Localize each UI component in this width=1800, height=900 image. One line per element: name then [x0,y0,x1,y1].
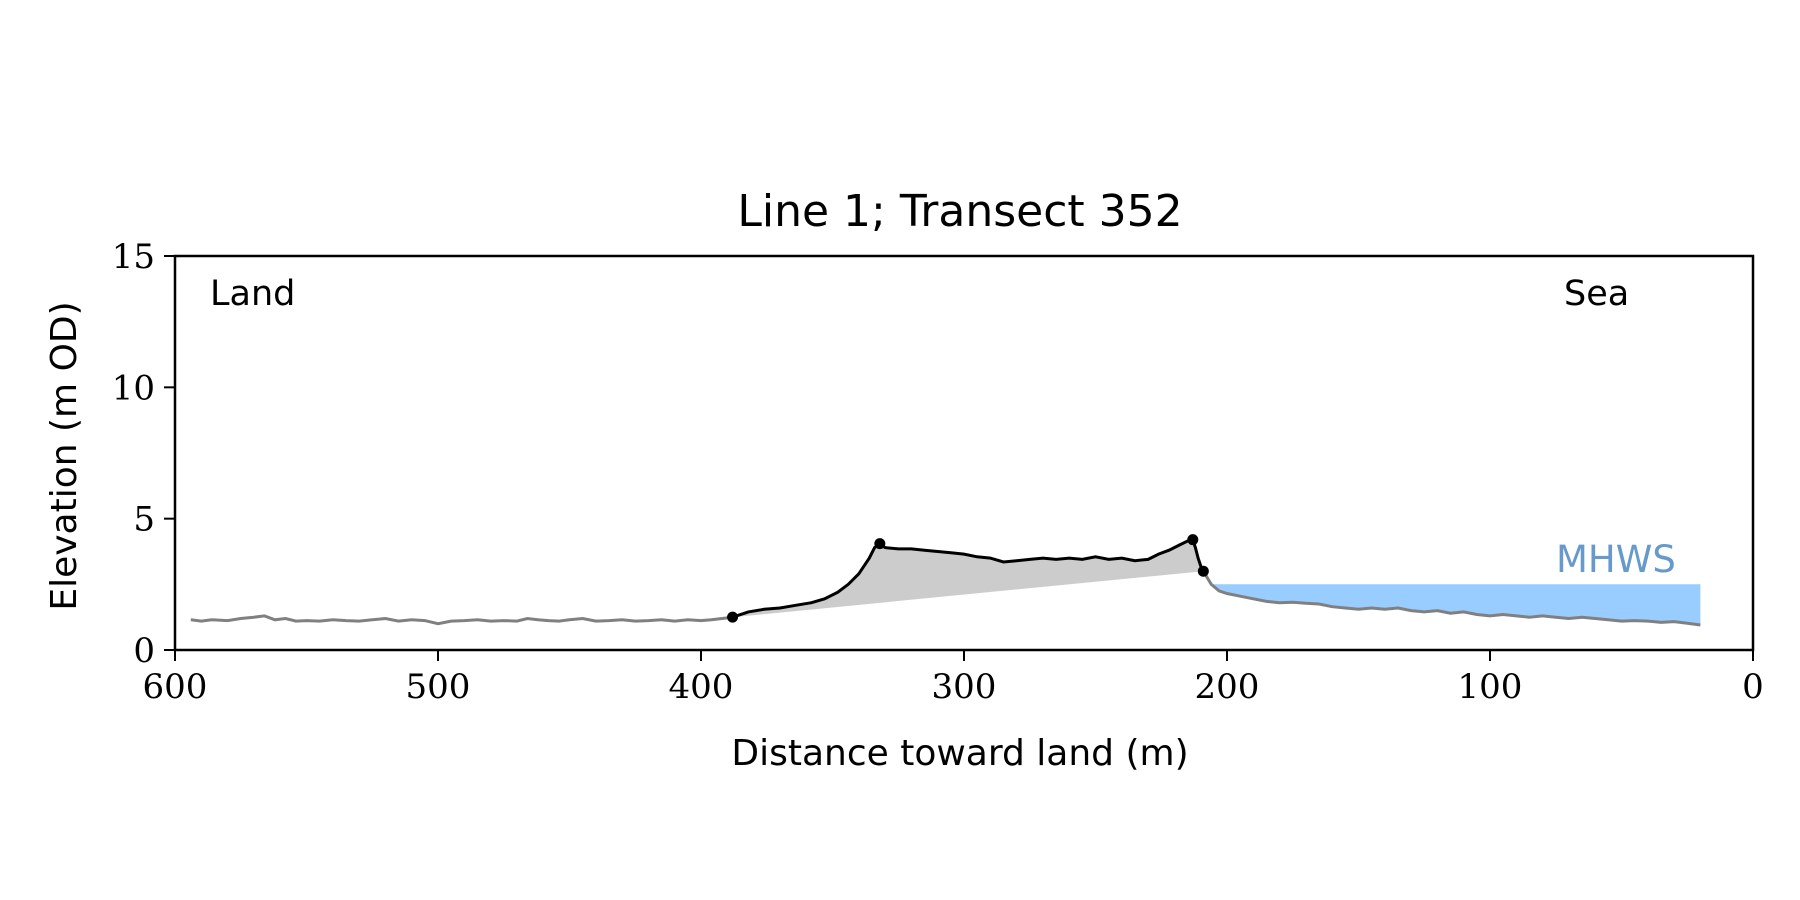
y-tick-label: 5 [133,500,155,540]
dune-marker-1 [727,611,739,623]
sea-annotation: Sea [1564,274,1629,314]
y-tick-label: 10 [112,368,155,408]
profile-line-land [190,614,733,626]
plot-area [190,534,1701,627]
marker-group [727,534,1209,623]
dune-marker-2 [874,538,886,550]
y-tick-label: 15 [112,237,155,277]
mhws-water-area [1211,584,1701,625]
mhws-label: MHWS [1556,538,1676,581]
dune-marker-4 [1197,565,1209,577]
y-axis-ticks: 0 5 10 15 [112,237,175,671]
x-axis-ticks: 600 500 400 300 200 100 0 [143,650,1764,707]
x-tick-label: 200 [1195,667,1260,707]
x-axis-label: Distance toward land (m) [731,733,1188,774]
x-tick-label: 0 [1742,667,1764,707]
x-tick-label: 500 [406,667,471,707]
chart-title: Line 1; Transect 352 [737,186,1182,237]
land-annotation: Land [210,274,295,314]
dune-marker-3 [1187,534,1199,546]
x-tick-label: 400 [669,667,734,707]
x-tick-label: 300 [932,667,997,707]
x-tick-label: 100 [1458,667,1523,707]
x-tick-label: 600 [143,667,208,707]
y-tick-label: 0 [133,631,155,671]
y-axis-label: Elevation (m OD) [44,301,85,610]
profile-line-dune [732,537,1205,619]
profile-line-sea [1202,570,1701,627]
